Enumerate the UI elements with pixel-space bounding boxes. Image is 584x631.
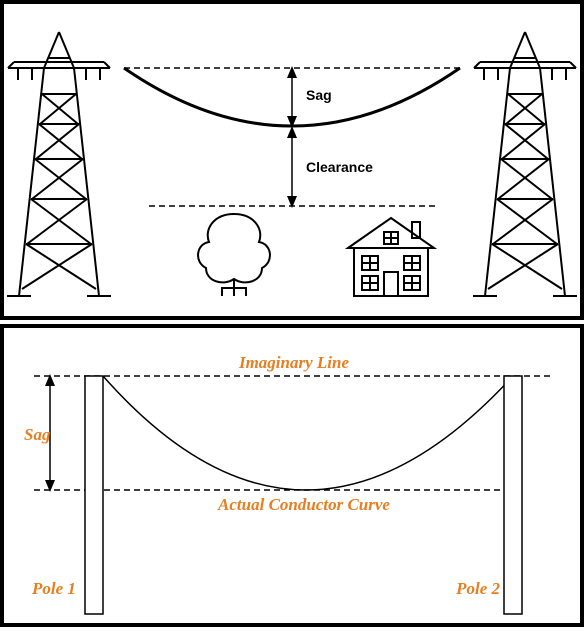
sag-pole-diagram: Imaginary Line Actual Conductor Curve Sa… (0, 324, 584, 627)
sag-label-bottom: Sag (24, 425, 51, 444)
clearance-label: Clearance (306, 159, 373, 175)
sag-label: Sag (306, 87, 332, 103)
pole-2 (504, 376, 522, 614)
top-svg: Sag Clearance (4, 4, 580, 316)
tower-left (7, 32, 111, 296)
pole-1-label: Pole 1 (31, 579, 76, 598)
conductor-curve-bottom (103, 376, 513, 490)
clearance-arrow (287, 126, 297, 208)
actual-curve-label: Actual Conductor Curve (217, 495, 390, 514)
pole-1 (85, 376, 103, 614)
house-icon (348, 218, 434, 296)
tree-icon (198, 214, 270, 296)
sag-clearance-diagram: Sag Clearance (0, 0, 584, 320)
bottom-svg: Imaginary Line Actual Conductor Curve Sa… (4, 328, 580, 623)
imaginary-line-label: Imaginary Line (238, 353, 349, 372)
sag-arrow (287, 66, 297, 128)
pole-2-label: Pole 2 (455, 579, 500, 598)
tower-right (473, 32, 577, 296)
